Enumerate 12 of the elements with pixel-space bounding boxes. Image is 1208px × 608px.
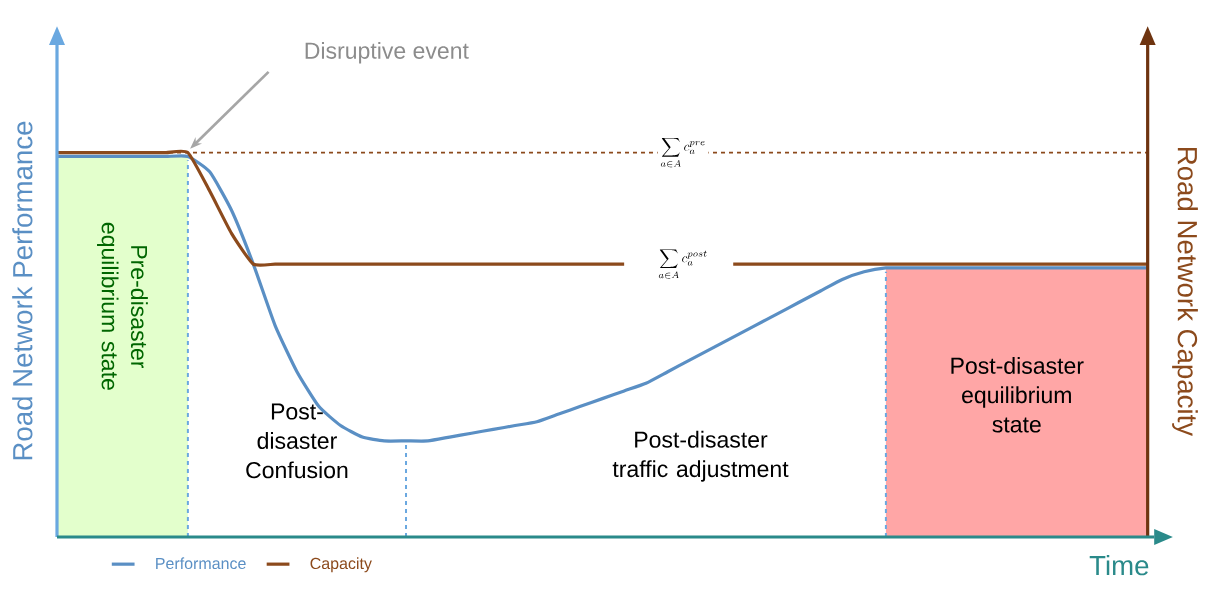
annotation: Post-disaster traffic adjustment [612,430,789,482]
legend-label: Performance [156,557,246,570]
annotation: $\sum_{a\in A} c_a^{post}$ [658,249,707,279]
y-axis-title: Road Network Performance [12,121,33,460]
annotation: Post-disaster Confusion [246,403,348,479]
ref-line-label: $\sum_{a\in A} c_a^{pre}$ [660,137,705,168]
annotation: Post-disaster equilibrium state [951,356,1084,433]
text: Disruptive event [305,41,469,64]
x-axis-title: Time [1089,555,1149,576]
annotation: Pre-disaster equilibrium state [97,222,148,390]
y2-axis-title: Road Network Capacity [1172,148,1198,437]
legend-label: Capacity [310,557,372,573]
